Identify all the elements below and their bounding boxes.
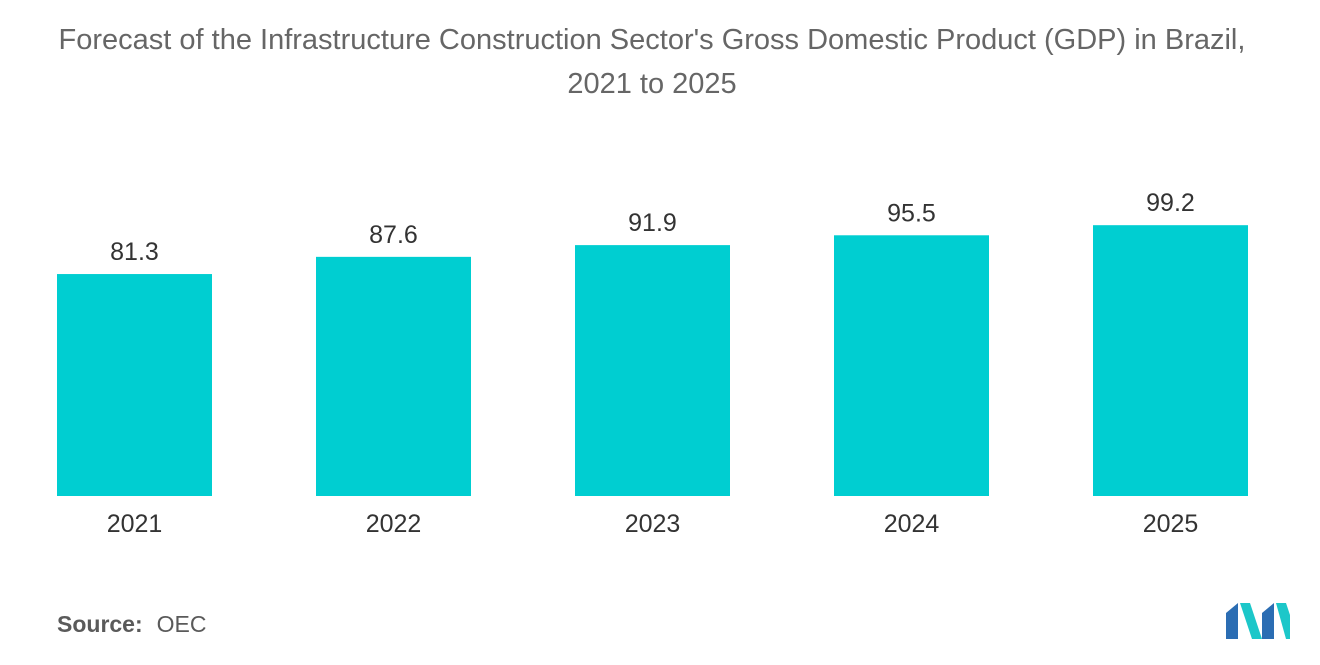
x-tick-label-2025: 2025 (1143, 510, 1199, 538)
chart-subtitle: 2021 to 2025 (567, 68, 737, 100)
source-value: OEC (156, 611, 207, 637)
x-tick-label-2023: 2023 (625, 510, 681, 538)
bar-value-label-2025: 99.2 (1146, 189, 1195, 217)
x-tick-label-2021: 2021 (107, 510, 163, 538)
bar-2022 (316, 256, 471, 496)
x-tick-label-2024: 2024 (884, 510, 940, 538)
source-note: Source: OEC (57, 611, 206, 638)
bar-value-label-2024: 95.5 (887, 199, 936, 227)
mordor-intelligence-logo-icon (1226, 603, 1290, 639)
bar-value-label-2021: 81.3 (110, 238, 159, 266)
bar-2025 (1093, 225, 1248, 496)
chart-title: Forecast of the Infrastructure Construct… (0, 18, 1304, 106)
bar-value-label-2022: 87.6 (369, 221, 418, 249)
chart-title-line-1: Forecast of the Infrastructure Construct… (58, 24, 1246, 56)
bar-2023 (575, 245, 730, 496)
bar-2021 (57, 274, 212, 496)
bar-value-label-2023: 91.9 (628, 209, 677, 237)
source-label: Source: (57, 611, 143, 637)
bar-chart: 81.3 2021 87.6 2022 91.9 2023 95.5 2024 99.2 2025 (57, 189, 1248, 538)
x-tick-label-2022: 2022 (366, 510, 422, 538)
bar-2024 (834, 235, 989, 496)
